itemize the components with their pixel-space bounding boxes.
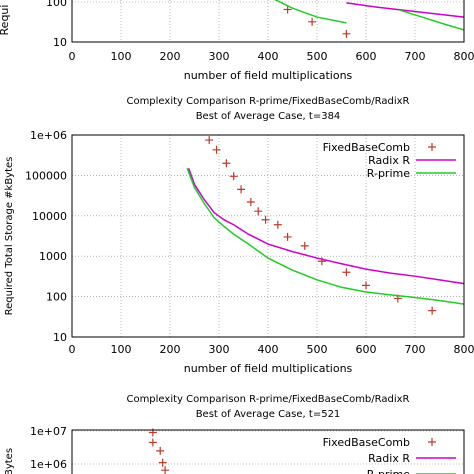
data-point bbox=[342, 29, 351, 38]
y-tick-label: 1000 bbox=[39, 250, 67, 263]
panel-3-frame bbox=[71, 429, 465, 474]
x-tick-label: 600 bbox=[356, 343, 377, 356]
y-tick-label: 10000 bbox=[32, 210, 67, 223]
series-line bbox=[187, 168, 465, 285]
panel-1-x-axis-label: number of field multiplications bbox=[184, 69, 353, 82]
panel-2-tick-labels: 0 100 200 300 400 500 600 700 800 10 100 1000 10000 1… bbox=[25, 129, 474, 356]
legend-label: FixedBaseComb bbox=[323, 141, 410, 154]
panel-1: 0 100 200 300 400 500 600 700 800 10 100 Requi num… bbox=[0, 0, 474, 82]
panel-1-grid bbox=[72, 0, 464, 43]
x-tick-label: 400 bbox=[258, 50, 279, 63]
y-tick-label: 100000 bbox=[25, 169, 67, 182]
panel-2-subtitle: Best of Average Case, t=384 bbox=[196, 111, 341, 122]
x-tick-label: 600 bbox=[356, 50, 377, 63]
series-line bbox=[274, 0, 347, 24]
x-tick-label: 300 bbox=[209, 343, 230, 356]
x-tick-label: 100 bbox=[111, 343, 132, 356]
panel-1-y-axis-label: Requi bbox=[0, 5, 11, 36]
panel-3-tick-labels: 1e+06 1e+07 bbox=[30, 425, 67, 471]
panel-2: Complexity Comparison R-prime/FixedBaseC… bbox=[4, 96, 474, 375]
legend-marker bbox=[428, 438, 436, 446]
series-line bbox=[186, 168, 465, 305]
panel-3-y-axis-label: Bytes bbox=[4, 448, 15, 474]
panel-3-legend: FixedBaseComb Radix R R-prime bbox=[323, 436, 456, 474]
legend-label: FixedBaseComb bbox=[323, 436, 410, 449]
data-point bbox=[158, 458, 167, 467]
data-point bbox=[300, 241, 309, 250]
data-point bbox=[261, 215, 270, 224]
data-point bbox=[161, 466, 170, 474]
x-tick-label: 700 bbox=[405, 50, 426, 63]
data-point bbox=[283, 232, 292, 241]
panel-3-title: Complexity Comparison R-prime/FixedBaseC… bbox=[126, 394, 409, 405]
panel-2-y-axis-label: Required Total Storage #kBytes bbox=[4, 157, 15, 316]
legend-label: Radix R bbox=[368, 154, 410, 167]
data-point bbox=[229, 172, 238, 181]
x-tick-label: 0 bbox=[69, 343, 76, 356]
y-tick-label: 1e+06 bbox=[30, 129, 67, 142]
panel-3-series bbox=[148, 428, 170, 474]
panel-1-tick-labels: 0 100 200 300 400 500 600 700 800 10 100 bbox=[46, 0, 474, 63]
y-tick-label: 100 bbox=[46, 0, 67, 9]
x-tick-label: 300 bbox=[209, 50, 230, 63]
legend-label: Radix R bbox=[368, 452, 410, 465]
x-tick-label: 0 bbox=[69, 50, 76, 63]
panel-2-title: Complexity Comparison R-prime/FixedBaseC… bbox=[126, 96, 409, 107]
data-point bbox=[273, 220, 282, 229]
series-line bbox=[400, 9, 465, 31]
legend-label: R-prime bbox=[367, 468, 410, 474]
x-tick-label: 200 bbox=[160, 343, 181, 356]
data-point bbox=[212, 145, 221, 154]
x-tick-label: 800 bbox=[454, 343, 474, 356]
legend-label: R-prime bbox=[367, 167, 410, 180]
data-point bbox=[428, 306, 437, 315]
panel-2-x-axis-label: number of field multiplications bbox=[184, 362, 353, 375]
panel-2-series bbox=[186, 136, 465, 315]
panel-2-frame bbox=[71, 134, 465, 338]
data-point bbox=[148, 438, 157, 447]
panel-3-grid bbox=[72, 430, 464, 465]
x-tick-label: 500 bbox=[307, 343, 328, 356]
y-tick-label: 100 bbox=[46, 291, 67, 304]
series-line bbox=[346, 2, 465, 18]
data-point bbox=[156, 446, 165, 455]
data-point bbox=[308, 17, 317, 26]
data-point bbox=[342, 268, 351, 277]
y-tick-label: 10 bbox=[53, 331, 67, 344]
data-point bbox=[222, 159, 231, 168]
x-tick-label: 500 bbox=[307, 50, 328, 63]
data-point bbox=[254, 207, 263, 216]
data-point bbox=[205, 136, 214, 145]
panel-1-frame bbox=[71, 0, 465, 43]
x-tick-label: 100 bbox=[111, 50, 132, 63]
data-point bbox=[246, 197, 255, 206]
y-tick-label: 1e+06 bbox=[30, 458, 67, 471]
x-tick-label: 400 bbox=[258, 343, 279, 356]
data-point bbox=[237, 185, 246, 194]
x-tick-label: 700 bbox=[405, 343, 426, 356]
panel-3-subtitle: Best of Average Case, t=521 bbox=[196, 409, 341, 420]
y-tick-label: 1e+07 bbox=[30, 425, 67, 438]
data-point bbox=[362, 281, 370, 290]
panel-1-series bbox=[274, 0, 465, 38]
y-tick-label: 10 bbox=[53, 36, 67, 49]
legend-marker bbox=[428, 143, 436, 151]
x-tick-label: 200 bbox=[160, 50, 181, 63]
data-point bbox=[283, 5, 292, 14]
x-tick-label: 800 bbox=[454, 50, 474, 63]
panel-3: Complexity Comparison R-prime/FixedBaseC… bbox=[4, 394, 465, 474]
